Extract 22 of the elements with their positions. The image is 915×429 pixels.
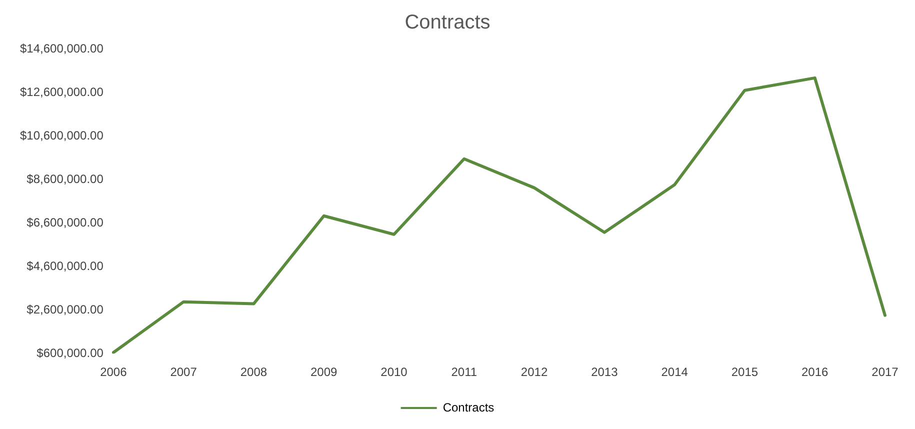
y-tick-label: $10,600,000.00 bbox=[20, 128, 104, 142]
y-tick-label: $2,600,000.00 bbox=[26, 302, 104, 316]
x-tick-label: 2013 bbox=[591, 365, 618, 380]
legend-label: Contracts bbox=[442, 400, 494, 414]
y-tick-label: $4,600,000.00 bbox=[26, 258, 104, 273]
x-tick-label: 2017 bbox=[872, 365, 899, 380]
x-tick-label: 2016 bbox=[802, 365, 829, 380]
y-tick-label: $600,000.00 bbox=[36, 346, 104, 360]
x-tick-label: 2010 bbox=[380, 365, 408, 380]
chart-title: Contracts bbox=[404, 12, 490, 34]
x-tick-label: 2008 bbox=[240, 365, 268, 380]
x-tick-label: 2012 bbox=[520, 365, 548, 380]
x-tick-label: 2011 bbox=[451, 365, 478, 380]
y-tick-label: $6,600,000.00 bbox=[26, 215, 104, 230]
x-tick-label: 2014 bbox=[661, 365, 688, 380]
x-tick-label: 2015 bbox=[731, 365, 758, 380]
y-tick-label: $14,600,000.00 bbox=[20, 41, 104, 56]
x-tick-label: 2009 bbox=[310, 365, 338, 380]
y-tick-label: $8,600,000.00 bbox=[26, 172, 104, 186]
y-tick-label: $12,600,000.00 bbox=[20, 84, 104, 99]
x-tick-label: 2007 bbox=[170, 365, 198, 380]
x-tick-label: 2006 bbox=[100, 365, 128, 380]
